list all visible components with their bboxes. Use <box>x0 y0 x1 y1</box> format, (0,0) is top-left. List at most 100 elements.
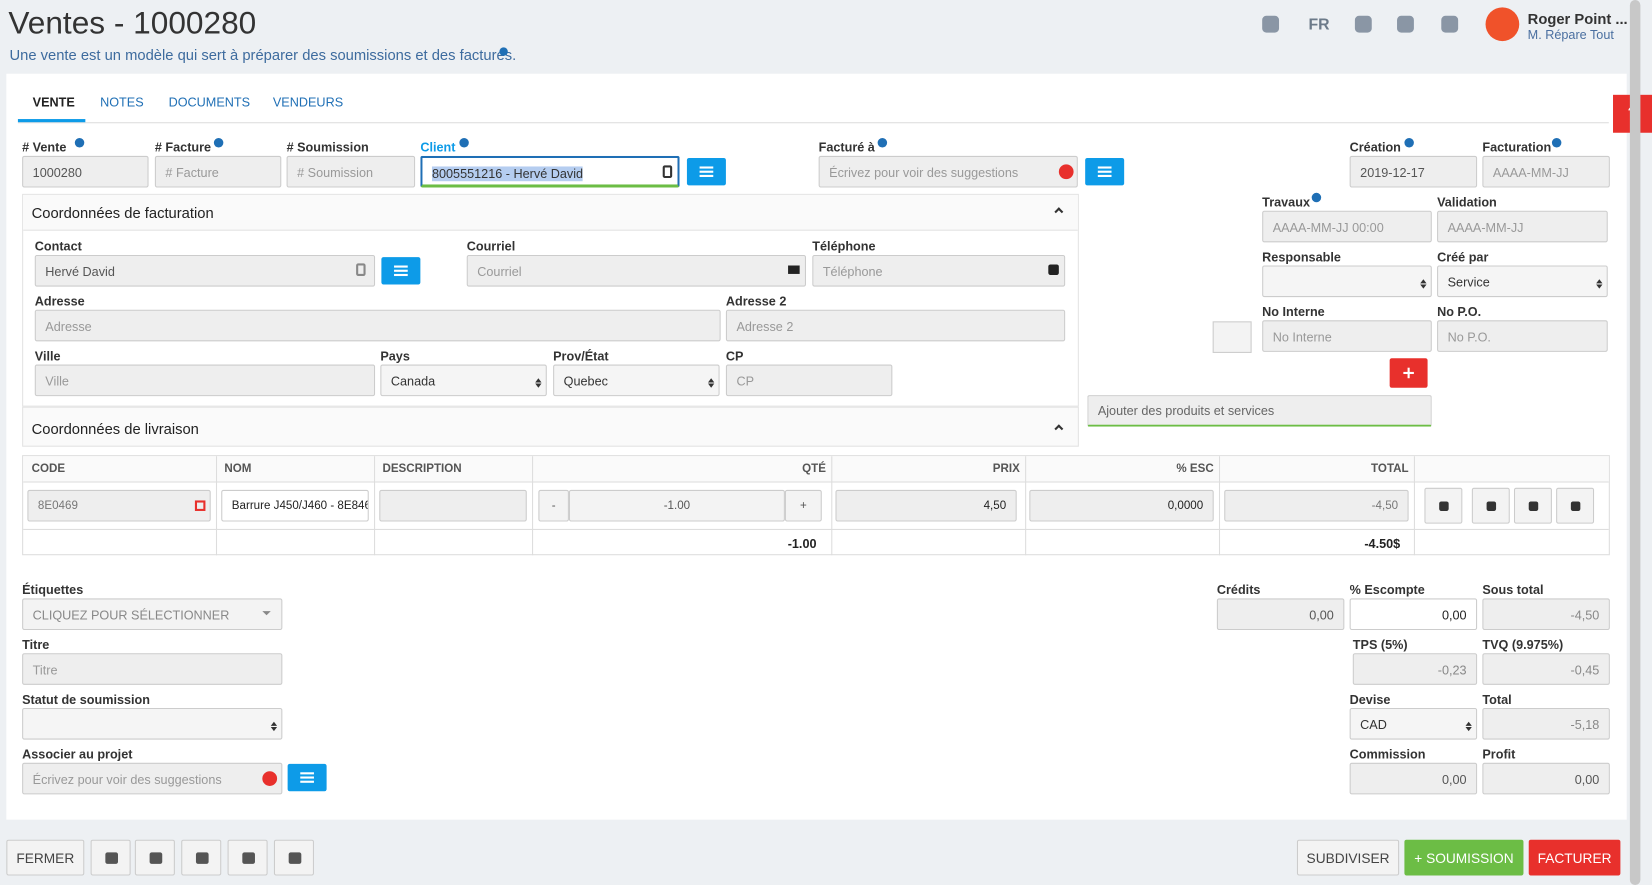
field-label: Contact <box>34 239 82 254</box>
icon-bar <box>394 265 408 268</box>
field-label: Adresse <box>34 293 85 309</box>
input[interactable]: CAD <box>1349 707 1478 740</box>
column-header: TOTAL <box>1371 462 1409 476</box>
subdivide-button[interactable]: SUBDIVISER <box>1296 839 1400 876</box>
col-border <box>374 456 376 556</box>
toolbar-button[interactable] <box>227 839 268 876</box>
row-action-button[interactable] <box>1556 487 1595 524</box>
contact-icon <box>662 165 673 179</box>
toolbar-icon[interactable] <box>1262 15 1280 33</box>
toolbar-button[interactable] <box>181 839 222 876</box>
input-value: CLIQUEZ POUR SÉLECTIONNER <box>32 607 230 623</box>
input[interactable]: -4,50 <box>1482 598 1610 631</box>
tab[interactable]: DOCUMENTS <box>168 94 251 110</box>
list-button[interactable] <box>287 763 327 792</box>
input[interactable]: Adresse <box>34 309 721 342</box>
input[interactable]: - <box>538 489 569 522</box>
input[interactable]: Service <box>1437 265 1608 298</box>
input[interactable]: # Soumission <box>286 155 416 188</box>
input[interactable]: Barrure J450/J460 - 8E846 <box>221 489 369 522</box>
input[interactable]: Écrivez pour voir des suggestions <box>22 762 283 795</box>
tab[interactable]: VENTE <box>32 94 75 110</box>
input[interactable]: Ajouter des produits et services <box>1087 395 1432 427</box>
input[interactable]: 0,00 <box>1349 598 1478 631</box>
input[interactable]: Ville <box>34 364 376 397</box>
input[interactable]: 8005551216 - Hervé David <box>420 155 680 188</box>
input[interactable]: AAAA-MM-JJ <box>1437 210 1608 243</box>
company-name: M. Répare Tout <box>1527 27 1614 43</box>
row-action-button[interactable] <box>1424 487 1463 524</box>
input[interactable]: -1.00 <box>568 489 785 522</box>
input[interactable]: 1000280 <box>22 155 149 188</box>
toolbar-icon[interactable] <box>1441 15 1459 33</box>
row-action-button[interactable] <box>1471 487 1510 524</box>
add-icon[interactable] <box>262 771 278 786</box>
input[interactable]: 0,00 <box>1349 762 1478 795</box>
input[interactable]: 0,00 <box>1216 598 1345 631</box>
input[interactable]: # Facture <box>154 155 282 188</box>
close-button[interactable]: FERMER <box>6 839 85 876</box>
input[interactable]: Quebec <box>553 364 720 397</box>
avatar[interactable] <box>1485 7 1520 42</box>
input[interactable]: 0,00 <box>1482 762 1610 795</box>
icon <box>242 852 255 864</box>
panel <box>22 193 1079 407</box>
help-icon <box>1311 192 1322 203</box>
input[interactable]: Canada <box>380 364 547 397</box>
help-icon <box>877 138 888 148</box>
user-name[interactable]: Roger Point ... <box>1527 10 1628 28</box>
tab[interactable]: NOTES <box>100 94 144 110</box>
list-button[interactable] <box>381 257 421 285</box>
toolbar-button[interactable] <box>134 839 175 876</box>
input[interactable]: + <box>784 489 822 522</box>
input[interactable]: CLIQUEZ POUR SÉLECTIONNER <box>22 598 283 631</box>
field-label: % Escompte <box>1349 582 1425 598</box>
input[interactable]: -0,23 <box>1352 653 1478 685</box>
tab[interactable]: VENDEURS <box>272 94 344 110</box>
input[interactable]: No P.O. <box>1437 320 1608 352</box>
icon-bar <box>300 772 314 775</box>
input[interactable] <box>379 489 527 522</box>
toolbar-icon[interactable] <box>1397 15 1414 33</box>
input[interactable]: 8E0469 <box>27 489 211 522</box>
cell-value: 4,50 <box>983 499 1007 513</box>
input[interactable]: 2019-12-17 <box>1349 155 1478 188</box>
total-amount: -4.50$ <box>1364 536 1401 552</box>
input[interactable]: -0,45 <box>1482 653 1610 685</box>
toolbar-button[interactable] <box>273 839 314 876</box>
tag-button[interactable] <box>1212 321 1252 353</box>
add-icon[interactable] <box>1058 164 1074 180</box>
input[interactable]: -5,18 <box>1482 707 1610 740</box>
input[interactable]: AAAA-MM-JJ <box>1482 155 1610 188</box>
field-label: Créé par <box>1437 249 1489 265</box>
list-button[interactable] <box>686 158 726 186</box>
list-button[interactable] <box>1085 158 1125 186</box>
add-button[interactable] <box>1389 358 1428 388</box>
input[interactable]: -4,50 <box>1224 489 1409 522</box>
row-action-button[interactable] <box>1513 487 1552 524</box>
icon <box>105 852 118 864</box>
input[interactable]: Courriel <box>466 254 806 287</box>
icon-bar <box>394 269 408 272</box>
panel-title[interactable]: Coordonnées de facturation <box>31 204 214 222</box>
language[interactable]: FR <box>1308 15 1330 34</box>
input[interactable]: Adresse 2 <box>725 309 1066 342</box>
input[interactable]: Titre <box>22 653 283 685</box>
help-icon <box>74 138 85 148</box>
toolbar-icon[interactable] <box>1354 15 1372 33</box>
input[interactable]: 4,50 <box>835 489 1017 522</box>
quote-button[interactable]: + SOUMISSION <box>1404 839 1524 876</box>
panel-title[interactable]: Coordonnées de livraison <box>31 420 199 438</box>
input[interactable] <box>22 707 283 740</box>
input[interactable]: AAAA-MM-JJ 00:00 <box>1262 210 1432 243</box>
invoice-button[interactable]: FACTURER <box>1528 839 1621 876</box>
input[interactable] <box>1262 265 1432 298</box>
input[interactable]: Hervé David <box>34 254 376 287</box>
field-label: Profit <box>1482 746 1516 762</box>
input[interactable]: 0,0000 <box>1029 489 1214 522</box>
toolbar-button[interactable] <box>90 839 131 876</box>
input[interactable]: Écrivez pour voir des suggestions <box>818 155 1078 188</box>
input[interactable]: CP <box>725 364 893 397</box>
input[interactable]: Téléphone <box>812 254 1066 287</box>
input[interactable]: No Interne <box>1262 320 1432 352</box>
